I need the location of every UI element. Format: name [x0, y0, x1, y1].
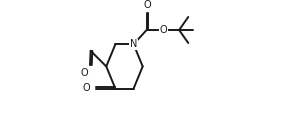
Text: O: O: [82, 83, 90, 93]
Text: O: O: [81, 68, 89, 78]
Text: O: O: [160, 25, 167, 35]
Text: O: O: [144, 0, 151, 10]
Text: N: N: [130, 39, 137, 49]
